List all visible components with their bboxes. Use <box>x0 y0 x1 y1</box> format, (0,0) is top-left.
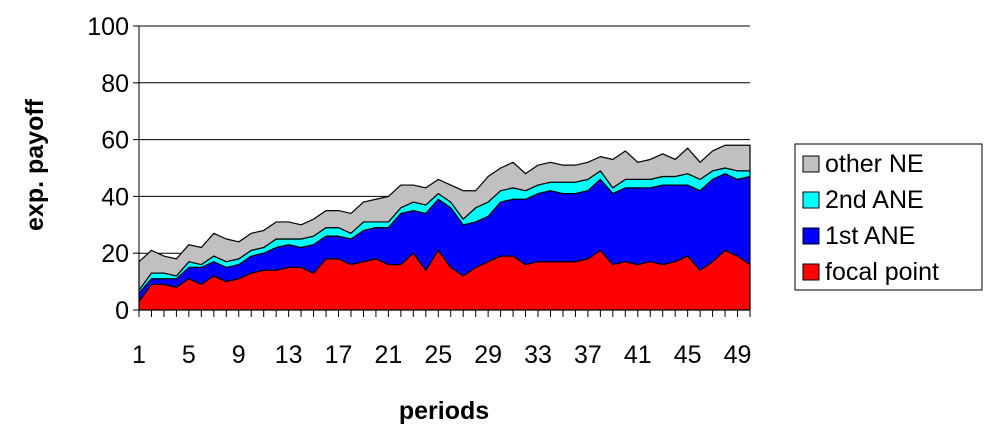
legend-box <box>794 143 983 291</box>
y-tick-label-40: 40 <box>101 183 129 211</box>
legend-swatch-other-ne <box>802 155 820 173</box>
legend-swatch-2nd-ane <box>802 191 820 209</box>
legend-swatch-1st-ane <box>802 227 820 245</box>
x-tick-label-17: 17 <box>325 341 353 369</box>
area-series <box>138 144 751 311</box>
x-tick-label-37: 37 <box>574 341 602 369</box>
x-tick-label-21: 21 <box>374 341 402 369</box>
x-tick-label-5: 5 <box>182 341 196 369</box>
area-other-ne <box>138 144 751 291</box>
x-axis-title: periods <box>399 397 489 425</box>
y-tick-label-80: 80 <box>101 70 129 98</box>
x-tick-label-9: 9 <box>232 341 246 369</box>
x-tick-label-41: 41 <box>624 341 652 369</box>
x-tick-label-33: 33 <box>524 341 552 369</box>
tick-labels: 0 20 40 60 80 100 1 5 9 13 17 21 25 29 33 37 41 45 49 <box>87 13 751 369</box>
x-tick-label-49: 49 <box>724 341 752 369</box>
legend: other NE 2nd ANE 1st ANE focal point <box>794 143 983 291</box>
y-tick-label-20: 20 <box>101 240 129 268</box>
legend-label-other-ne: other NE <box>825 150 924 178</box>
x-tick-label-1: 1 <box>132 341 146 369</box>
x-tick-label-29: 29 <box>474 341 502 369</box>
axes <box>138 26 750 311</box>
x-tick-label-13: 13 <box>275 341 303 369</box>
y-tick-label-100: 100 <box>87 13 129 41</box>
y-axis-title: exp. payoff <box>21 98 49 231</box>
legend-label-2nd-ane: 2nd ANE <box>825 186 924 214</box>
x-tick-label-25: 25 <box>424 341 452 369</box>
x-tick-label-45: 45 <box>674 341 702 369</box>
legend-label-1st-ane: 1st ANE <box>825 222 915 250</box>
y-tick-label-60: 60 <box>101 127 129 155</box>
legend-label-focal-point: focal point <box>825 258 939 286</box>
legend-swatch-focal-point <box>802 263 820 281</box>
y-tick-label-0: 0 <box>115 297 129 325</box>
